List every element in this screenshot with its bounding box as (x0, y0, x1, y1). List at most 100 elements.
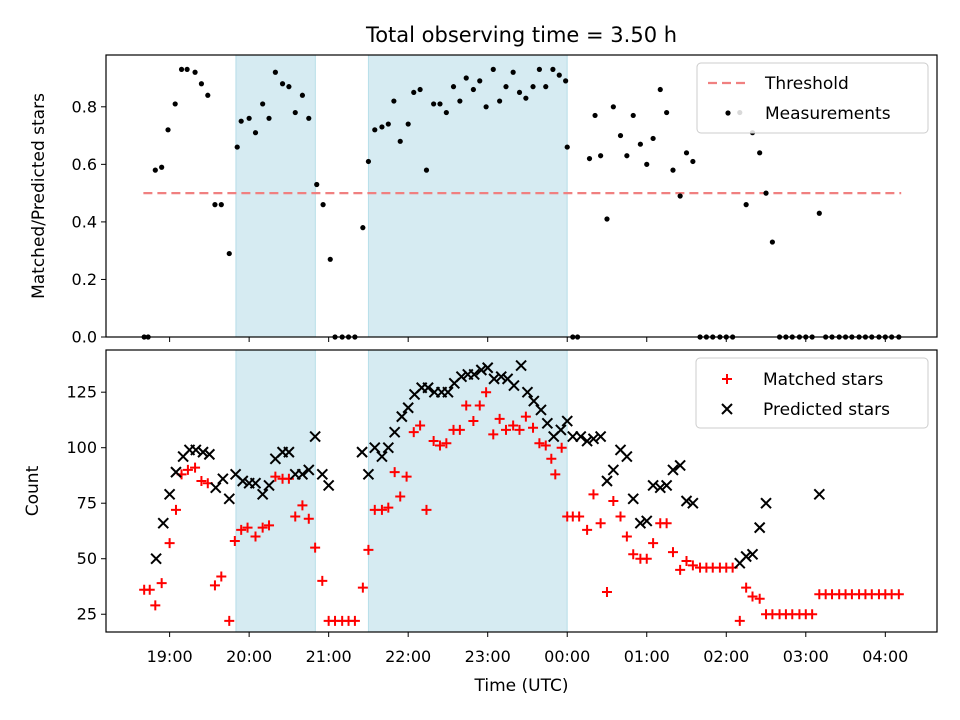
measurement-point (516, 89, 523, 96)
predicted-star-point (223, 493, 235, 505)
matched-star-point (582, 524, 593, 535)
predicted-star-point (813, 488, 826, 501)
predicted-star-point (237, 475, 249, 487)
matched-star-point (408, 427, 419, 438)
matched-star-point (297, 500, 308, 511)
matched-star-point (144, 584, 155, 595)
measurement-point (272, 69, 278, 75)
measurement-point (266, 115, 272, 121)
x-tick-label: 00:00 (544, 647, 590, 666)
y-tick-label: 75 (77, 494, 97, 513)
measurement-point (543, 84, 549, 90)
matched-star-point (376, 504, 387, 515)
measurement-point (490, 66, 496, 72)
matched-star-point (661, 518, 672, 529)
y-tick-label: 0.6 (72, 155, 97, 174)
matched-star-point (540, 440, 551, 451)
measurement-point (664, 109, 670, 116)
measurement-point (670, 167, 676, 173)
matched-star-point (395, 491, 406, 502)
matched-star-point (481, 387, 492, 398)
measurement-point (624, 153, 630, 159)
matched-star-point (383, 502, 394, 513)
predicted-star-point (515, 359, 527, 372)
matched-star-point (468, 416, 479, 427)
legend-matched-label: Matched stars (763, 370, 883, 390)
bottom-x-ticks: 19:00 20:00 21:00 22:00 23:00 00:00 01:00 02:00… (147, 632, 908, 666)
measurement-point (234, 144, 240, 150)
predicted-star-point (621, 450, 633, 463)
measurement-point (443, 109, 449, 116)
x-tick-label: 02:00 (703, 647, 749, 666)
matched-star-point (546, 453, 557, 464)
measurement-point (314, 181, 320, 188)
measurement-point (523, 95, 529, 101)
predicted-star-point (607, 464, 620, 476)
matched-star-point (675, 564, 686, 575)
predicted-star-point (468, 368, 480, 381)
shaded-interval (367, 349, 568, 633)
matched-star-point (363, 544, 374, 555)
matched-star-point (595, 518, 606, 529)
measurement-point (683, 150, 690, 156)
measurement-point (218, 202, 224, 208)
matched-star-point (494, 413, 505, 424)
predicted-star-point (283, 446, 295, 458)
bottom-y-axis-label: Count (23, 465, 43, 516)
measurement-point (320, 202, 326, 208)
predicted-star-point (369, 441, 381, 454)
matched-star-point (441, 438, 452, 449)
measurement-point (598, 153, 604, 159)
measurement-point (192, 69, 198, 75)
y-tick-label: 0.8 (72, 97, 97, 116)
matched-star-point (164, 538, 175, 549)
matched-star-point (303, 513, 314, 524)
y-tick-label: 125 (66, 383, 97, 402)
matched-star-point (754, 593, 765, 604)
predicted-star-point (555, 424, 567, 436)
matched-star-point (508, 420, 519, 431)
predicted-star-point (296, 468, 309, 481)
matched-star-point (454, 424, 465, 435)
measurement-point (617, 132, 624, 139)
matched-star-point (615, 511, 626, 522)
measurement-point (252, 130, 259, 136)
predicted-star-point (422, 382, 434, 394)
predicted-star-point (521, 386, 534, 398)
measurements-layer (141, 66, 902, 340)
matched-star-point (488, 429, 499, 440)
matched-star-point (236, 524, 247, 535)
measurement-point (604, 216, 610, 222)
measurement-point (644, 161, 650, 167)
matched-star-point (588, 489, 599, 500)
predicted-star-point (256, 488, 269, 501)
x-tick-label: 19:00 (147, 647, 193, 666)
top-axes-frame (105, 54, 938, 338)
y-tick-label: 0.2 (72, 270, 97, 289)
y-tick-label: 25 (77, 605, 97, 624)
measurement-point (205, 92, 211, 98)
measurement-point (757, 150, 763, 156)
predicted-star-point (203, 448, 216, 461)
matched-star-point (421, 504, 432, 515)
matched-star-point (156, 578, 167, 589)
measurement-point (260, 101, 266, 107)
measurement-point (592, 112, 598, 119)
predicted-star-point (753, 521, 766, 534)
top-x-ticks (169, 337, 886, 342)
matched-star-point (216, 571, 227, 582)
matched-star-point (514, 424, 525, 435)
measurement-point (637, 141, 643, 147)
matched-star-point (290, 511, 301, 522)
predicted-star-point (481, 362, 494, 374)
matched-star-point (224, 615, 235, 626)
measurement-point (437, 101, 443, 107)
predicted-star-point (376, 450, 388, 463)
predicted-star-point (210, 481, 222, 494)
measurement-point (198, 81, 205, 87)
matched-star-point (681, 555, 692, 566)
matched-star-point (209, 580, 220, 591)
legend-frame (695, 357, 929, 429)
predicted-star-point (647, 479, 659, 492)
measurement-point (610, 104, 616, 110)
